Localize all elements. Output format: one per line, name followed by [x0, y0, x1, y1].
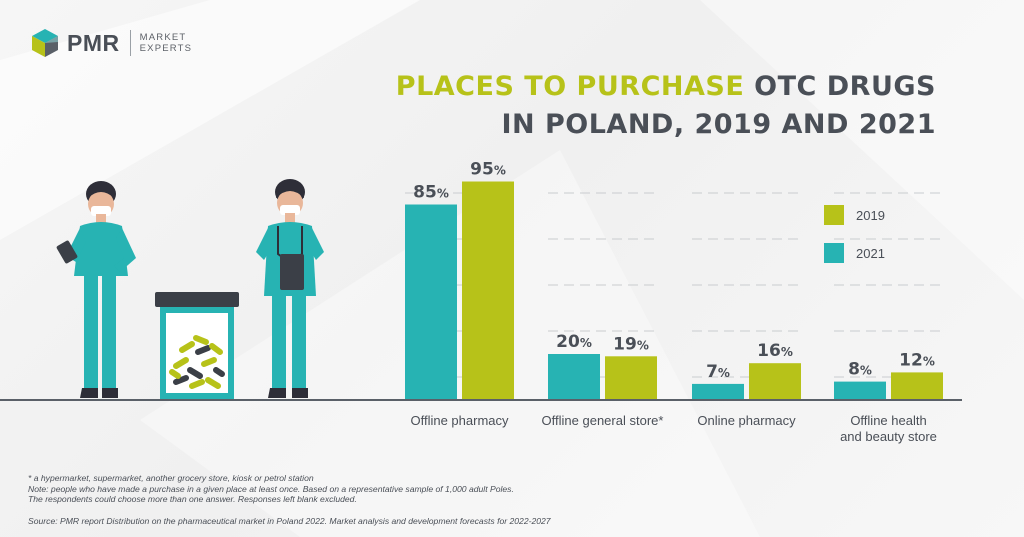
legend-swatch-2019	[824, 205, 844, 225]
data-label-value: 12	[899, 350, 923, 370]
brand-tagline: MARKET EXPERTS	[140, 32, 193, 54]
brand-divider	[129, 30, 131, 56]
data-label-suffix: %	[494, 164, 506, 178]
tagline-line2: EXPERTS	[139, 43, 193, 54]
data-label-suffix: %	[637, 338, 649, 352]
data-label-2019-1: 19%	[613, 334, 649, 354]
data-label-value: 7	[706, 362, 718, 382]
title-highlight: PLACES TO PURCHASE	[395, 71, 745, 102]
category-label-0: Offline pharmacy	[410, 413, 509, 428]
nurse-left-figure	[56, 181, 136, 398]
data-label-value: 85	[413, 183, 437, 203]
bar-2019-1	[605, 356, 657, 400]
brand-logo: PMR MARKET EXPERTS	[30, 28, 192, 58]
brand-name: PMR	[67, 29, 120, 56]
source-text: Source: PMR report Distribution on the p…	[28, 516, 551, 526]
data-label-2021-3: 8%	[848, 360, 872, 380]
nurse-right-figure	[256, 179, 324, 398]
chart-title: PLACES TO PURCHASE OTC DRUGS IN POLAND, …	[396, 68, 936, 144]
data-label-value: 8	[848, 360, 860, 380]
data-label-value: 20	[556, 332, 580, 352]
note-line-2: The respondents could choose more than o…	[28, 494, 357, 504]
data-label-2021-1: 20%	[556, 332, 592, 352]
category-label-3: and beauty store	[840, 429, 937, 444]
category-label-1: Offline general store*	[542, 413, 664, 428]
data-label-suffix: %	[437, 187, 449, 201]
bar-2021-2	[692, 383, 744, 400]
category-label-2: Online pharmacy	[697, 413, 796, 428]
pill-jar-icon	[155, 292, 239, 399]
tagline-line1: MARKET	[139, 32, 187, 43]
illustration	[0, 179, 400, 401]
bar-2019-3	[891, 372, 943, 400]
bar-2019-2	[749, 363, 801, 400]
title-rest: OTC DRUGS	[754, 71, 936, 102]
bar-2021-3	[834, 381, 886, 400]
legend-label-2021: 2021	[856, 246, 885, 261]
data-label-2021-2: 7%	[706, 362, 730, 382]
chart-notes: * a hypermarket, supermarket, another gr…	[28, 473, 514, 505]
legend-label-2019: 2019	[856, 208, 885, 223]
bar-2021-1	[548, 354, 600, 400]
data-label-2021-0: 85%	[413, 183, 449, 203]
data-label-value: 16	[757, 341, 781, 361]
data-label-suffix: %	[718, 366, 730, 380]
data-label-suffix: %	[923, 354, 935, 368]
pmr-cube-icon	[32, 29, 58, 57]
data-label-2019-0: 95%	[470, 160, 506, 180]
data-label-suffix: %	[580, 336, 592, 350]
category-label-3: Offline health	[850, 413, 926, 428]
footnote-text: * a hypermarket, supermarket, another gr…	[28, 473, 314, 483]
data-label-value: 95	[470, 160, 494, 180]
bar-2019-0	[462, 181, 514, 400]
data-label-value: 19	[613, 334, 637, 354]
title-line2: IN POLAND, 2019 AND 2021	[501, 109, 936, 140]
bar-2021-0	[405, 204, 457, 400]
data-label-2019-2: 16%	[757, 341, 793, 361]
data-label-suffix: %	[781, 345, 793, 359]
note-line-1: Note: people who have made a purchase in…	[28, 483, 514, 494]
legend-swatch-2021	[824, 243, 844, 263]
data-label-2019-3: 12%	[899, 350, 935, 370]
data-label-suffix: %	[860, 364, 872, 378]
